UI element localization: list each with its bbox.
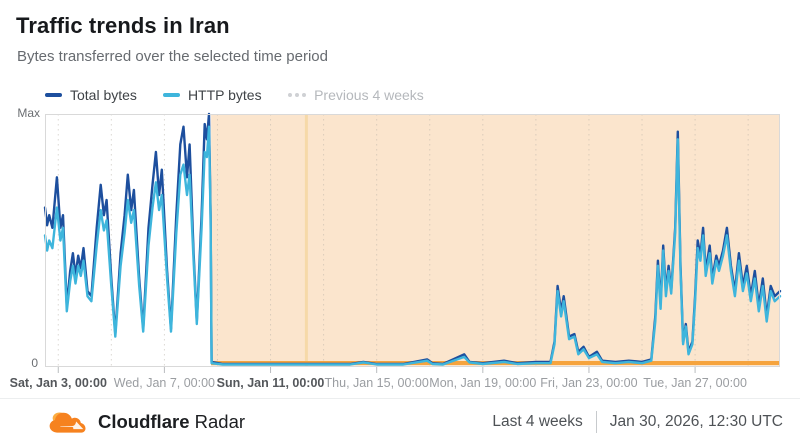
legend-label: Previous 4 weeks [314,87,424,103]
total-bytes-line-icon [45,92,62,98]
time-range-label: Last 4 weeks [492,413,583,430]
timestamp-label: Jan 30, 2026, 12:30 UTC [609,413,783,430]
legend-item-http-bytes[interactable]: HTTP bytes [162,87,262,103]
page-title: Traffic trends in Iran [16,13,230,38]
legend-label: Total bytes [70,87,137,103]
x-tick-label: Sat, Jan 3, 00:00 [9,376,107,390]
page-subtitle: Bytes transferred over the selected time… [17,48,328,65]
footer-meta: Last 4 weeks Jan 30, 2026, 12:30 UTC [492,411,783,433]
brand-bold: Cloudflare [98,411,190,432]
x-tick-label: Wed, Jan 7, 00:00 [113,376,216,390]
x-tick-label: Fri, Jan 23, 00:00 [540,376,638,390]
dotted-line-icon [287,93,307,97]
legend-item-total-bytes[interactable]: Total bytes [45,87,137,103]
brand-name: Cloudflare Radar [98,411,245,433]
cloudflare-radar-link[interactable]: Cloudflare Radar [47,409,245,436]
chart-legend: Total bytes HTTP bytes Previous 4 weeks [45,87,424,103]
traffic-chart-svg[interactable] [43,112,782,376]
x-tick-label: Mon, Jan 19, 00:00 [429,376,537,390]
legend-item-previous-4-weeks[interactable]: Previous 4 weeks [287,87,424,103]
legend-label: HTTP bytes [187,87,262,103]
x-tick-label: Thu, Jan 15, 00:00 [324,376,429,390]
y-axis-zero-label: 0 [31,356,38,370]
brand-regular: Radar [194,411,246,432]
http-bytes-line-icon [162,92,180,98]
x-tick-label: Sun, Jan 11, 00:00 [216,376,325,390]
x-tick-label: Tue, Jan 27, 00:00 [643,376,747,390]
meta-separator [595,411,597,433]
y-axis-max-label: Max [17,106,40,120]
cloudflare-logo-icon [49,411,86,433]
traffic-chart-plot[interactable] [43,112,782,376]
footer-bar: Cloudflare Radar Last 4 weeks Jan 30, 20… [0,398,800,445]
